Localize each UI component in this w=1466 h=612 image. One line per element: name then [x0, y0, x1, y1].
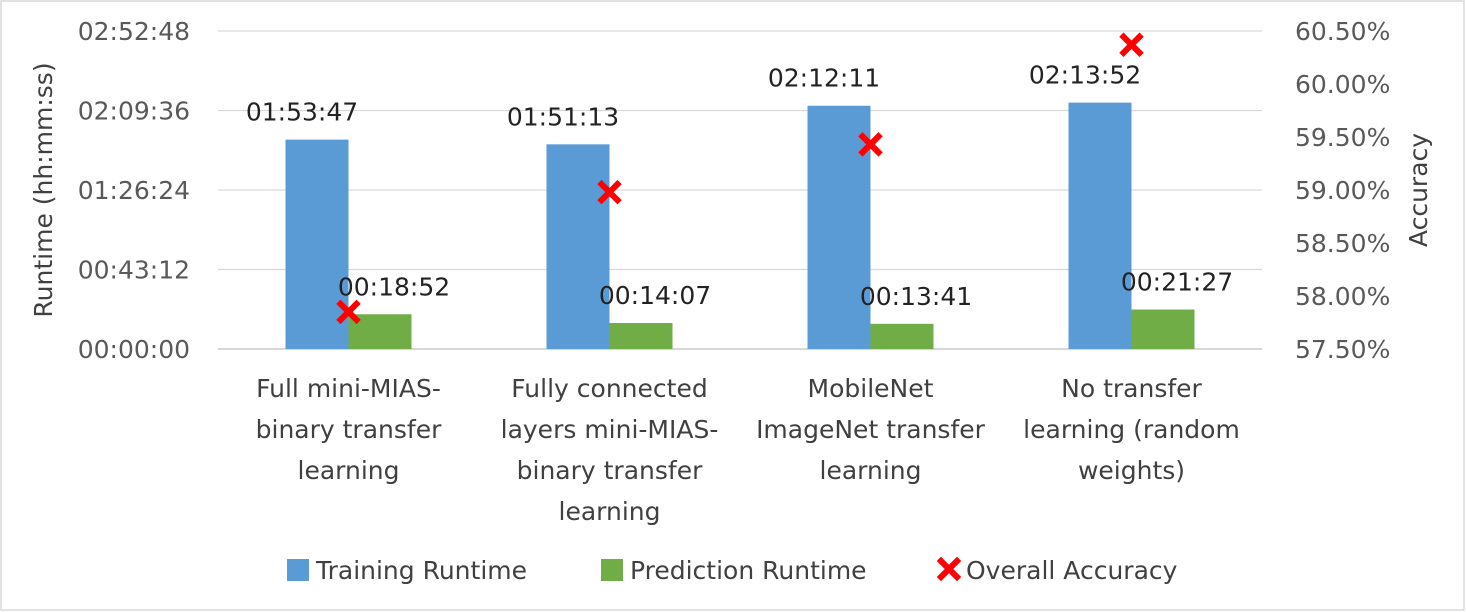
left-tick-label: 00:43:12 — [78, 256, 190, 285]
prediction-runtime-label: 00:21:27 — [1121, 268, 1233, 297]
left-tick-label: 00:00:00 — [78, 335, 190, 364]
legend-accuracy-marker — [936, 556, 962, 582]
prediction-runtime-label: 00:13:41 — [860, 282, 972, 311]
prediction-runtime-label: 00:18:52 — [338, 272, 450, 301]
training-runtime-label: 01:51:13 — [507, 102, 619, 131]
prediction-runtime-bar — [870, 323, 934, 349]
accuracy-markers — [336, 32, 1144, 325]
training-runtime-bar — [807, 105, 871, 350]
right-tick-label: 58.50% — [1295, 229, 1390, 258]
category-labels: Full mini-MIAS-binary transfer learning Fu… — [256, 374, 1240, 526]
legend-label: Overall Accuracy — [966, 556, 1178, 585]
accuracy-marker — [858, 132, 883, 157]
left-tick-label: 02:09:36 — [78, 97, 190, 126]
legend-training-swatch — [287, 559, 309, 581]
training-runtime-bar — [285, 139, 349, 349]
legend-prediction-swatch — [601, 559, 623, 581]
prediction-runtime-bar — [609, 323, 673, 349]
training-runtime-bar — [1068, 102, 1132, 349]
right-tick-label: 59.00% — [1295, 176, 1390, 205]
training-runtime-label: 02:12:11 — [768, 64, 880, 93]
training-runtime-label: 02:13:52 — [1029, 61, 1141, 90]
legend-label: Training Runtime — [315, 556, 527, 585]
right-tick-label: 58.00% — [1295, 282, 1390, 311]
legend: Training Runtime Prediction Runtime Overal… — [287, 556, 1178, 585]
accuracy-marker — [597, 179, 622, 205]
training-runtime-bar — [546, 144, 610, 349]
left-tick-label: 01:26:24 — [78, 176, 190, 205]
prediction-runtime-label: 00:14:07 — [599, 281, 711, 310]
accuracy-marker — [1119, 32, 1144, 58]
bars — [285, 102, 1195, 350]
left-tick-label: 02:52:48 — [78, 17, 190, 46]
legend-label: Prediction Runtime — [630, 556, 867, 585]
category-label: MobileNet ImageNet transfer learning — [756, 374, 986, 485]
right-tick-label: 60.50% — [1295, 17, 1390, 46]
left-axis-ticks: 00:00:00 00:43:12 01:26:24 02:09:36 02:52:48 — [78, 17, 190, 364]
training-runtime-label: 01:53:47 — [246, 98, 358, 127]
right-tick-label: 59.50% — [1295, 123, 1390, 152]
right-tick-label: 60.00% — [1295, 70, 1390, 99]
bar-data-labels: 01:53:47 01:51:13 02:12:11 02:13:52 00:18:52… — [246, 61, 1233, 311]
right-axis-title: Accuracy — [1404, 133, 1433, 247]
accuracy-marker — [336, 299, 361, 325]
right-tick-label: 57.50% — [1295, 335, 1390, 364]
prediction-runtime-bar — [1131, 309, 1195, 349]
right-axis-ticks: 57.50% 58.00% 58.50% 59.00% 59.50% 60.00% 60.5… — [1295, 17, 1390, 364]
category-label: Fully connected layers mini-MIAS-binary t… — [501, 374, 719, 526]
left-axis-title: Runtime (hh:mm:ss) — [29, 62, 58, 317]
category-label: No transfer learning (random weights) — [1023, 374, 1240, 485]
category-label: Full mini-MIAS-binary transfer learning — [256, 374, 442, 485]
